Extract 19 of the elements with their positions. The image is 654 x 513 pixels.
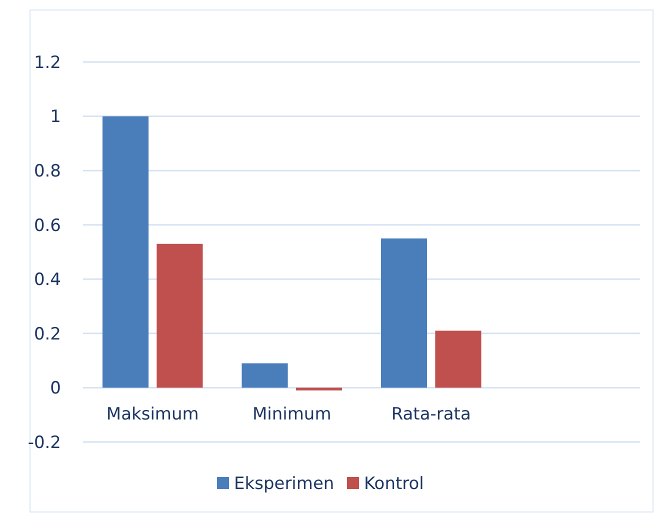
bar (380, 238, 428, 388)
y-tick-label: 0.6 (34, 216, 61, 236)
x-tick-label: Maksimum (106, 404, 199, 425)
y-tick-label: 1 (50, 107, 61, 128)
y-tick-label: 0.4 (34, 270, 61, 290)
bar (102, 116, 149, 388)
x-tick-label: Minimum (252, 404, 332, 425)
y-tick-label: -0.2 (28, 432, 61, 453)
bar (296, 388, 342, 390)
y-tick-label: 1.2 (34, 52, 61, 73)
x-tick-label: Rata-rata (391, 404, 471, 425)
y-tick-label: 0 (50, 378, 61, 399)
legend-label: Kontrol (364, 474, 424, 494)
bar (242, 363, 288, 388)
bar (156, 244, 203, 388)
legend-label: Eksperimen (234, 474, 334, 494)
y-tick-label: 0.8 (34, 162, 61, 182)
bar (435, 330, 482, 388)
y-tick-label: 0.2 (34, 324, 61, 344)
